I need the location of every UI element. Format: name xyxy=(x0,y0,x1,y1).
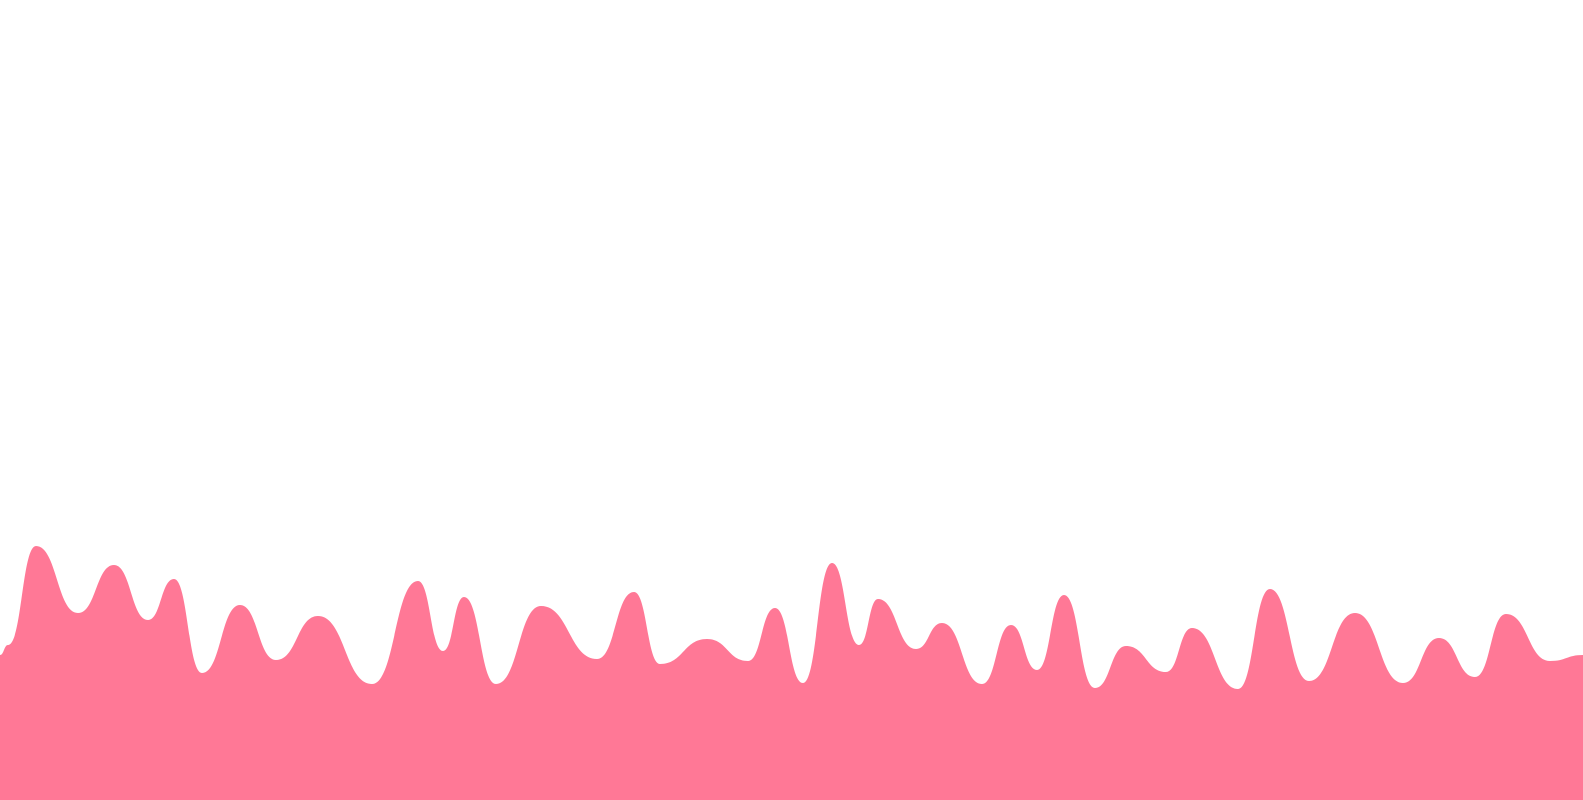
wave-shape xyxy=(0,546,1583,800)
